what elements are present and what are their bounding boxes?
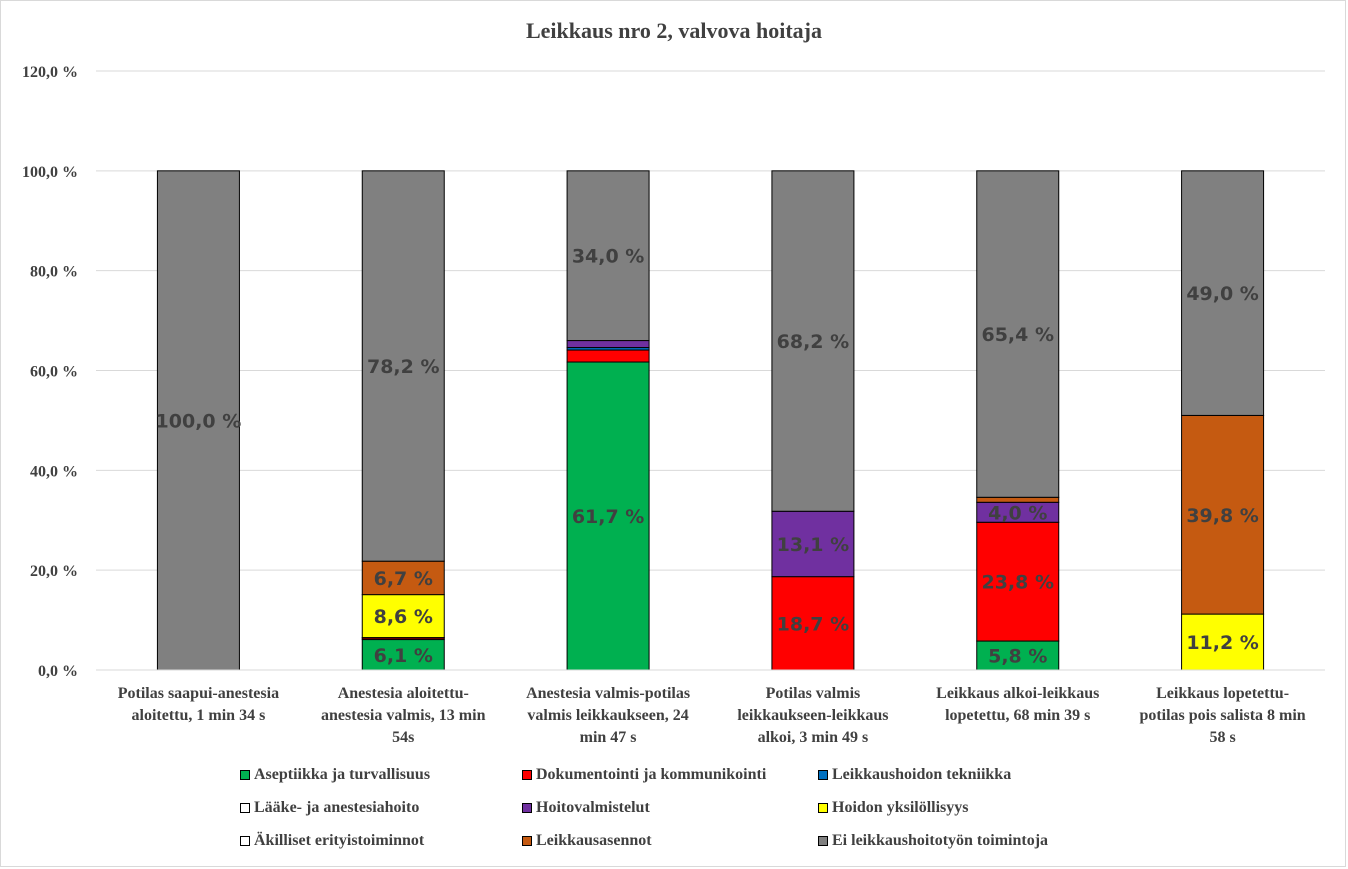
data-label: 49,0 % [1186, 283, 1259, 305]
data-label: 39,8 % [1186, 505, 1259, 527]
bar-segment [771, 510, 855, 578]
x-tick-label: Potilas saapui-anestesia [118, 685, 279, 702]
bar-segment [361, 594, 445, 639]
bar-segment [1181, 170, 1265, 416]
data-label: 4,0 % [988, 502, 1047, 524]
legend-label: Aseptiikka ja turvallisuus [254, 766, 431, 783]
legend-swatch [522, 803, 532, 813]
x-tick-label: Potilas valmis [766, 685, 861, 702]
x-tick-label: Leikkaus lopetettu- [1156, 685, 1289, 702]
data-label: 100,0 % [156, 410, 242, 432]
data-label: 6,7 % [374, 568, 433, 590]
y-tick-label: 20,0 % [30, 563, 78, 580]
legend-item: Lääke- ja anestesiahoito [240, 797, 419, 819]
x-tick-label: leikkaukseen-leikkaus [737, 707, 888, 724]
x-tick-label: alkoi, 3 min 49 s [758, 729, 869, 746]
bar-segment [771, 576, 855, 671]
x-tick-label: aloitettu, 1 min 34 s [132, 707, 266, 724]
x-tick-label: valmis leikkaukseen, 24 [527, 707, 688, 724]
bar-segment [771, 170, 855, 512]
legend-label: Dokumentointi ja kommunikointi [536, 766, 767, 783]
legend-swatch [818, 803, 828, 813]
data-label: 6,1 % [374, 645, 433, 667]
x-tick-label: Anestesia valmis-potilas [526, 685, 690, 702]
x-tick-label: 54s [392, 729, 414, 746]
legend-label: Lääke- ja anestesiahoito [254, 799, 420, 816]
bar-segment [1181, 414, 1265, 615]
bar-segment [566, 361, 650, 671]
legend-swatch [522, 836, 532, 846]
data-label: 61,7 % [572, 506, 645, 528]
x-tick-label: Anestesia aloitettu- [338, 685, 469, 702]
y-tick-label: 80,0 % [30, 264, 78, 281]
x-tick-label: lopetettu, 68 min 39 s [945, 707, 1090, 724]
data-labels: 100,0 % 6,1 % 8,6 % 6,7 % 78,2 % 61,7 % 34,0 %… [156, 246, 1259, 668]
data-label: 11,2 % [1186, 632, 1259, 654]
bars [156, 170, 1265, 671]
bar-segment [566, 170, 650, 342]
gridlines [96, 70, 1325, 671]
y-axis: 0,0 % 20,0 % 40,0 % 60,0 % 80,0 % 100,0 % 120,… [22, 64, 78, 680]
y-tick-label: 40,0 % [30, 463, 78, 480]
bar-segment [566, 340, 650, 349]
y-tick-label: 0,0 % [38, 663, 78, 680]
legend-swatch [240, 803, 250, 813]
data-label: 18,7 % [777, 613, 850, 635]
legend-swatch [240, 836, 250, 846]
legend-item: Hoitovalmistelut [522, 797, 650, 819]
bar-segment [976, 521, 1060, 642]
legend-item: Ei leikkaushoitotyön toimintoja [818, 830, 1048, 852]
legend-item: Dokumentointi ja kommunikointi [522, 764, 766, 786]
legend-item: Leikkausasennot [522, 830, 652, 852]
data-label: 34,0 % [572, 246, 645, 268]
chart-title: Leikkaus nro 2, valvova hoitaja [525, 18, 823, 43]
legend-item: Aseptiikka ja turvallisuus [240, 764, 430, 786]
y-tick-label: 100,0 % [22, 164, 78, 181]
data-label: 8,6 % [374, 606, 433, 628]
legend-label: Ei leikkaushoitotyön toimintoja [832, 832, 1049, 849]
legend-label: Hoitovalmistelut [536, 799, 650, 816]
bar-segment [361, 170, 445, 562]
x-tick-label: anestesia valmis, 13 min [321, 707, 486, 724]
x-tick-label: Leikkaus alkoi-leikkaus [936, 685, 1099, 702]
data-label: 23,8 % [981, 572, 1054, 594]
legend-swatch [522, 770, 532, 780]
legend-item: Hoidon yksilöllisyys [818, 797, 969, 819]
bar-segment [156, 170, 240, 671]
bar-segment [566, 349, 650, 363]
bar-segment [976, 170, 1060, 498]
legend-swatch [818, 770, 828, 780]
x-axis: Potilas saapui-anestesia aloitettu, 1 min… [96, 669, 1325, 746]
x-tick-label: potilas pois salista 8 min [1139, 707, 1305, 724]
x-tick-label: 58 s [1209, 729, 1235, 746]
bar-segment [976, 640, 1060, 671]
legend-item: Leikkaushoidon tekniikka [818, 764, 1011, 786]
bar-segment [361, 560, 445, 596]
legend-label: Leikkaushoidon tekniikka [832, 766, 1012, 783]
x-tick-label: min 47 s [580, 729, 637, 746]
data-label: 78,2 % [367, 356, 440, 378]
legend-label: Äkilliset erityistoiminnot [254, 832, 425, 849]
legend-item: Äkilliset erityistoiminnot [240, 830, 424, 852]
legend-label: Leikkausasennot [536, 832, 652, 849]
data-label: 65,4 % [981, 324, 1054, 346]
y-tick-label: 120,0 % [22, 64, 78, 81]
legend-swatch [240, 770, 250, 780]
data-label: 13,1 % [777, 534, 850, 556]
legend-swatch [818, 836, 828, 846]
data-label: 68,2 % [777, 331, 850, 353]
y-tick-label: 60,0 % [30, 364, 78, 381]
data-label: 5,8 % [988, 646, 1047, 668]
legend-label: Hoidon yksilöllisyys [832, 799, 969, 816]
